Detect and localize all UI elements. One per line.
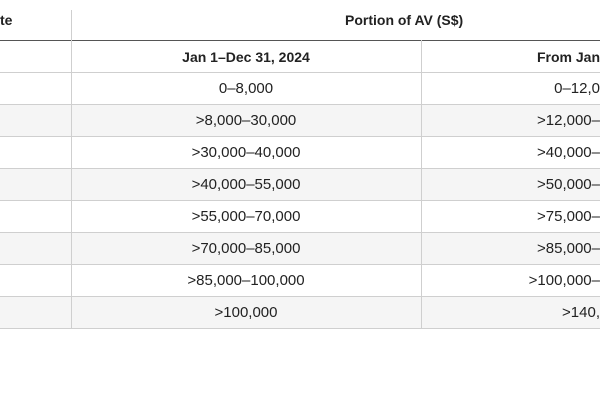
table-cell: >70,000–85,000 [191, 240, 301, 257]
table-row: 0–8,000 0–12,0 [0, 73, 600, 105]
table-cell: >100,000– [528, 272, 600, 289]
table-row: >30,000–40,000 >40,000– [0, 137, 600, 169]
table-cell: 0–12,0 [554, 80, 600, 97]
table-cell: >8,000–30,000 [195, 112, 297, 129]
table-cell: >50,000– [537, 176, 600, 193]
header-cell: From Jan [536, 48, 600, 65]
header-cell: te [0, 12, 13, 28]
table-row: >100,000 >140, [0, 297, 600, 329]
column-divider [421, 40, 422, 328]
table-cell: >40,000–55,000 [191, 176, 301, 193]
table-cell: >85,000–100,000 [187, 272, 305, 289]
table-cell: >12,000– [537, 112, 600, 129]
table-cell: >40,000– [537, 144, 600, 161]
table-cell: >30,000–40,000 [191, 144, 301, 161]
table-cell: >75,000– [537, 208, 600, 225]
table-cell: >100,000 [214, 304, 278, 321]
column-divider [71, 10, 72, 328]
table-cell: >140, [562, 304, 600, 321]
table-cell: 0–8,000 [218, 80, 274, 97]
subheader-row: Jan 1–Dec 31, 2024 From Jan [0, 41, 600, 73]
table-row: >8,000–30,000 >12,000– [0, 105, 600, 137]
header-row: te Portion of AV (S$) [0, 0, 600, 41]
table-row: >40,000–55,000 >50,000– [0, 169, 600, 201]
header-cell: Jan 1–Dec 31, 2024 [182, 48, 310, 65]
header-cell: Portion of AV (S$) [345, 12, 464, 28]
table-row: >70,000–85,000 >85,000– [0, 233, 600, 265]
table-cell: >85,000– [537, 240, 600, 257]
table-row: >85,000–100,000 >100,000– [0, 265, 600, 297]
table-row: >55,000–70,000 >75,000– [0, 201, 600, 233]
table-cell: >55,000–70,000 [191, 208, 301, 225]
